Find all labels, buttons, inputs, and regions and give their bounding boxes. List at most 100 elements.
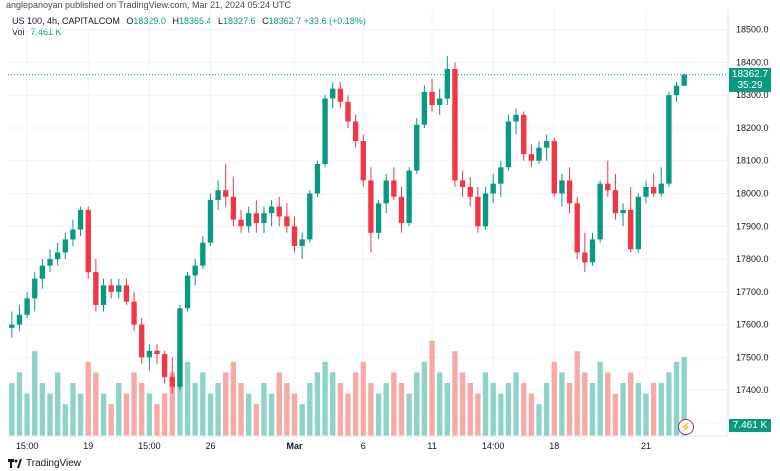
time-tick-label: 15:00 (138, 441, 161, 451)
volume-bar (307, 383, 313, 436)
symbol-name: US 100, 4h, CAPITALCOM (12, 16, 120, 26)
candle-body (658, 183, 664, 194)
volume-bar (276, 372, 282, 436)
candle-body (589, 239, 596, 263)
volume-bar (177, 351, 183, 436)
candle-body (467, 186, 473, 197)
candle-body (536, 147, 542, 161)
candle-body (215, 190, 221, 201)
candle-body (54, 252, 61, 260)
candle-body (184, 275, 191, 309)
volume-bar (681, 356, 687, 436)
candle-body (207, 200, 214, 243)
volume-bar (337, 383, 344, 436)
candle-body (566, 180, 573, 204)
lightning-icon[interactable]: ⚡ (678, 419, 694, 435)
candle-body (643, 186, 649, 197)
volume-bar (467, 383, 473, 436)
candle-body (85, 209, 91, 273)
candle-body (597, 183, 603, 240)
volume-bar (161, 393, 168, 436)
candle-body (337, 88, 344, 102)
candle-body (9, 324, 15, 328)
price-tick-label: 18200.0 (736, 123, 769, 133)
close-label: C (262, 16, 269, 26)
candle-body (352, 121, 359, 142)
volume-bar (406, 393, 412, 436)
volume-bar (513, 372, 519, 436)
volume-bar (299, 404, 305, 436)
price-tick-label: 17500.0 (736, 352, 769, 362)
volume-bar (268, 393, 275, 436)
candle-body (398, 196, 405, 223)
candle-body (620, 209, 626, 214)
volume-bar (284, 383, 290, 436)
time-tick-label: 6 (361, 441, 366, 451)
volume-bar (673, 361, 680, 436)
candle-body (673, 85, 680, 96)
candle-body (429, 91, 435, 106)
chart-grid (8, 10, 728, 436)
volume-bar (398, 383, 405, 436)
volume-bar (16, 372, 23, 436)
volume-bar (459, 372, 466, 436)
volume-bar (666, 372, 672, 436)
volume-bar (566, 383, 573, 436)
volume-bar (169, 372, 175, 436)
volume-bar (620, 383, 626, 436)
candle-body (543, 141, 550, 148)
volume-bar (32, 351, 38, 436)
volume-bar (421, 361, 428, 436)
volume-bar (414, 372, 420, 436)
volume-bar (54, 372, 61, 436)
candle-body (139, 324, 145, 358)
volume-bar (482, 372, 489, 436)
volume-bar (375, 393, 382, 436)
close-value: 18362.7 (268, 16, 302, 26)
volume-bar (498, 393, 504, 436)
volume-bar (108, 404, 114, 436)
candle-body (32, 278, 38, 299)
candle-body (444, 68, 450, 99)
volume-bar (246, 393, 252, 436)
volume-bar (192, 383, 198, 436)
volume-bar (658, 383, 664, 436)
price-tick-label: 18000.0 (736, 189, 769, 199)
candle-body (635, 196, 642, 250)
candle-body (368, 180, 374, 233)
candle-body (123, 285, 130, 302)
candle-body (146, 350, 153, 358)
time-tick-label: 11 (427, 441, 436, 451)
volume-bar (650, 383, 657, 436)
price-tick-label: 17800.0 (736, 254, 769, 264)
time-tick-label: Mar (287, 441, 304, 451)
price-tick-label: 17400.0 (736, 385, 769, 395)
volume-bar (154, 404, 160, 436)
candle-body (582, 252, 588, 263)
volume-bar (330, 372, 336, 436)
volume-bar (360, 361, 366, 436)
low-label: L (218, 16, 224, 26)
candle-body (131, 301, 137, 325)
candle-body (299, 239, 305, 246)
candle-body (154, 350, 160, 355)
candle-body (177, 308, 183, 387)
price-candles (9, 55, 687, 394)
candle-body (116, 285, 122, 292)
candle-body (414, 124, 420, 171)
volume-bar (146, 393, 153, 436)
candle-body (192, 265, 198, 276)
candle-body (521, 114, 527, 155)
candle-body (276, 206, 282, 217)
candle-body (391, 180, 397, 197)
volume-bar (551, 361, 557, 436)
candle-body (77, 209, 84, 230)
volume-bar (100, 393, 107, 436)
volume-bar (9, 383, 15, 436)
volume-value: 7.461 K (30, 27, 62, 37)
price-tick-label: 17900.0 (736, 221, 769, 231)
volume-bar (429, 340, 435, 436)
volume-bar (582, 372, 588, 436)
candle-body (406, 170, 412, 223)
